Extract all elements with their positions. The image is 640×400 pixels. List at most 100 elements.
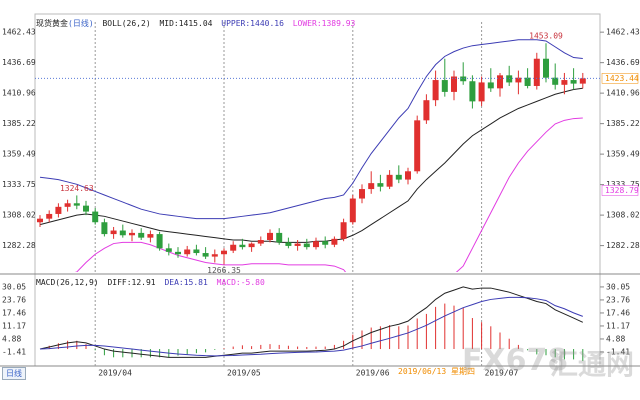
plot-area [39,286,584,362]
candle-body [257,240,264,244]
candle-body [267,232,273,241]
candle-body [506,75,513,83]
y-tick-label: 30.05 [606,282,630,291]
candle-body [405,171,411,180]
candle-body [423,100,430,121]
y-tick-label: 1282.28 [606,241,640,250]
candle-body [515,77,522,83]
macd-header: MACD(26,12,9) DIFF:12.91 DEA:15.81 MACD:… [36,278,269,287]
candle-body [239,244,246,248]
period-button[interactable]: 日线 [2,367,26,380]
y-tick-label: -1.41 [606,347,630,356]
y-tick-label: 23.76 [2,295,26,304]
extreme-label: 1266.35 [207,266,241,275]
y-tick-label: 1410.96 [2,89,36,98]
y-tick-label: 1282.28 [2,241,36,250]
candle-body [46,213,53,219]
candle-body [202,253,209,257]
candle-body [368,183,375,190]
x-tick-label: 2019/06 [356,369,390,378]
candle-body [487,82,494,89]
y-tick-label: 4.88 [606,334,625,343]
candle-body [478,82,485,102]
candle-body [193,249,200,254]
candle-body [138,232,145,238]
candle-body [414,120,421,172]
plot-area [37,39,586,272]
y-tick-label: 1462.43 [2,28,36,37]
candle-body [533,58,540,86]
macd-line [39,296,583,357]
x-tick-label: 2019/05 [227,369,261,378]
y-tick-label: 1436.69 [2,58,36,67]
candle-body [543,58,549,78]
y-tick-label: 1410.96 [606,89,640,98]
y-tick-label: 1462.43 [606,28,640,37]
candle-body [349,198,356,223]
candle-body [552,77,559,85]
candle-body [294,243,301,246]
candle-body [561,80,568,85]
candle-body [184,249,191,255]
candle-body [303,243,310,248]
candle-body [64,203,71,207]
watermark-code: FX678 [462,343,569,378]
upper-label: UPPER:1440.16 [221,19,284,28]
macd-line [39,286,584,358]
candle-body [129,232,135,236]
plot-frame [34,13,601,367]
y-tick-label: 1333.75 [2,180,36,189]
mid-label: MID:1415.04 [159,19,213,28]
candle-body [156,234,163,249]
candle-body [37,218,43,223]
candle-body [83,205,89,212]
indicator: BOLL(26,2) [102,19,151,28]
dea-label: DEA:15.81 [164,278,208,287]
y-tick-label: 1308.02 [2,211,36,220]
y-tick-label: 30.05 [2,282,26,291]
candle-body [73,203,80,206]
candle-body [119,230,126,236]
candle-body [570,80,577,84]
y-tick-label: 1308.02 [606,211,640,220]
candle-body [469,81,476,102]
diff-label: DIFF:12.91 [107,278,156,287]
price-tag-label: 1423.44 [605,74,639,83]
y-tick-label: 1359.49 [606,150,640,159]
y-tick-label: 17.46 [606,308,630,317]
candle-body [221,250,227,255]
candle-body [175,251,181,255]
candle-body [322,241,329,245]
macd-indicator: MACD(26,12,9) [36,278,99,287]
y-tick-label: 11.17 [606,321,630,330]
price-tag [601,73,639,84]
candle-body [92,211,99,223]
candle-body [211,254,218,257]
lower-label: LOWER:1389.93 [292,19,356,28]
y-tick-label: 11.17 [2,321,26,330]
candle-body [441,80,448,92]
candle-body [101,222,108,235]
candle-body [432,80,439,101]
price-tag-label: 1328.79 [605,186,639,195]
candle-body [460,76,467,82]
candle-body [524,77,531,86]
cursor-date: 2019/06/13 星期四 [398,367,475,376]
y-tick-label: 17.46 [2,308,26,317]
candle-body [110,230,117,235]
extreme-label: 1453.09 [529,32,563,41]
x-tick-label: 2019/04 [98,369,132,378]
extreme-label: 1324.63 [60,184,94,193]
candle-body [147,234,154,238]
band-line [74,117,583,272]
candle-body [276,232,283,243]
candle-body [451,76,457,92]
y-tick-label: 1385.22 [2,119,36,128]
candle-body [248,243,255,248]
y-tick-label: 1436.69 [606,58,640,67]
candle-body [386,174,393,187]
band-line [39,87,583,243]
candle-body [230,244,237,251]
